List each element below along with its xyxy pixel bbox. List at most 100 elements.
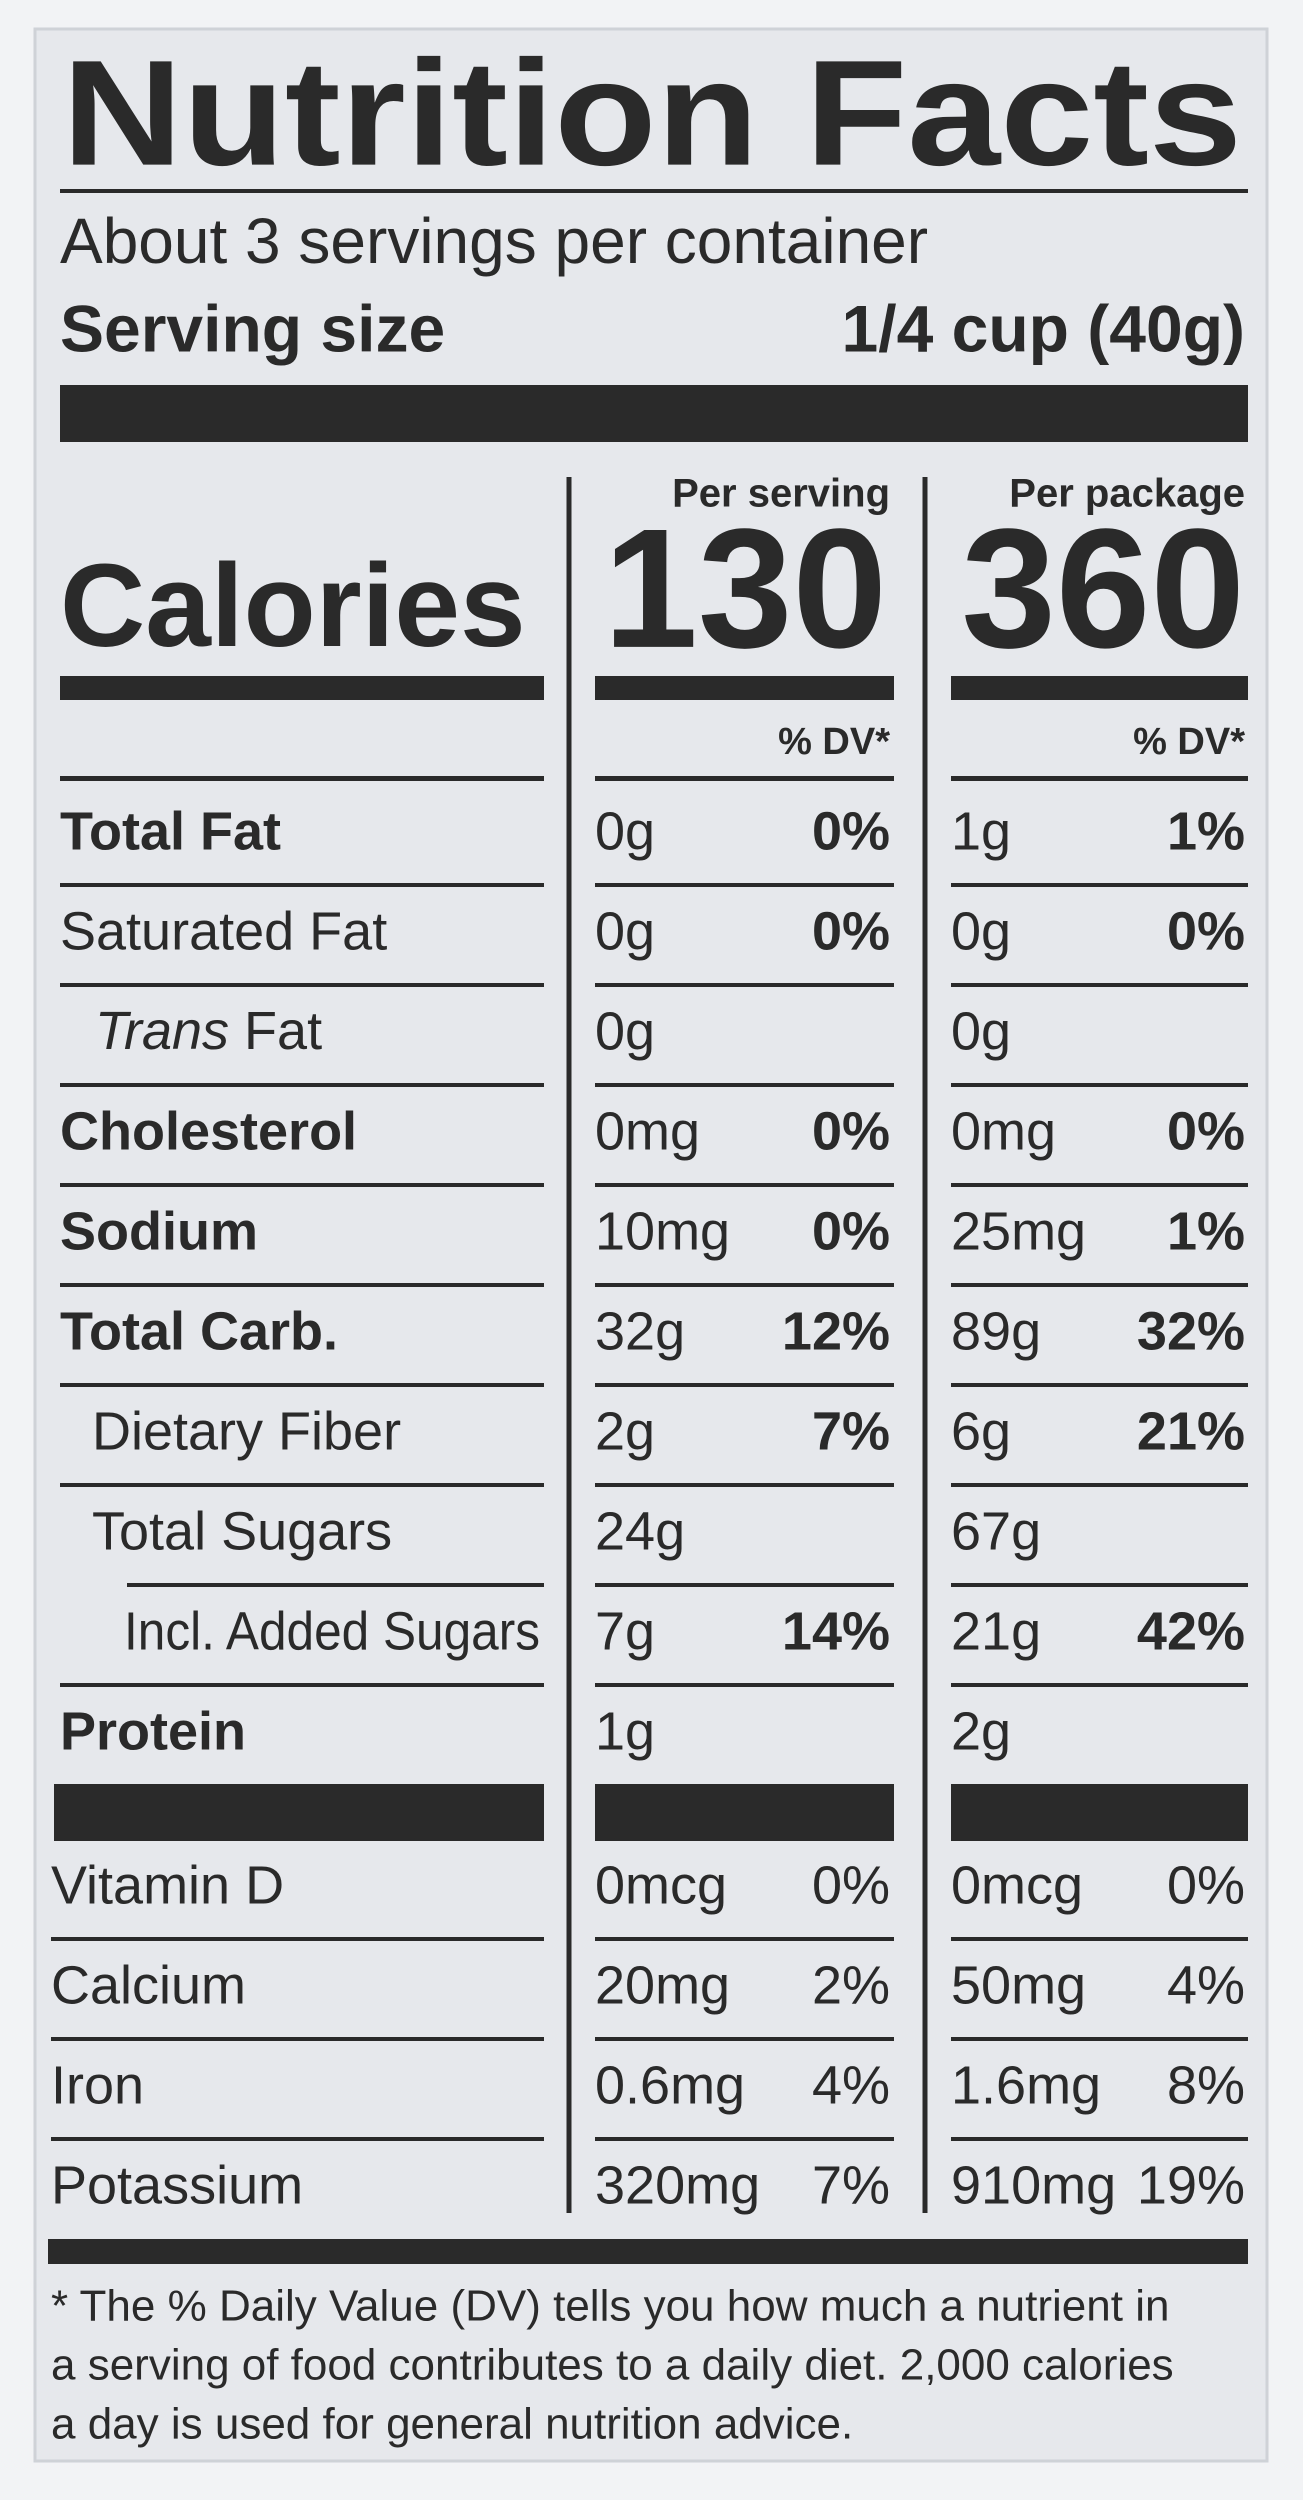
nutrient-label: Sodium: [60, 1201, 258, 1261]
amount: 0g: [951, 901, 1011, 961]
column-header: Per package: [1009, 472, 1245, 516]
rule: [951, 1383, 1248, 1387]
rule: [595, 1183, 894, 1187]
rule: [595, 1283, 894, 1287]
amount: 32g: [595, 1301, 685, 1361]
daily-value: 0%: [812, 901, 890, 961]
rule: [595, 1937, 894, 1941]
amount: 10mg: [595, 1201, 730, 1261]
rule: [60, 676, 544, 700]
nutrient-label-space: [229, 1001, 244, 1061]
servings: About 3 servings per container: [60, 205, 928, 277]
rule: [60, 1383, 544, 1387]
nutrient-label: Incl. Added Sugars: [124, 1601, 540, 1661]
amount: 0mg: [951, 1101, 1056, 1161]
daily-value: 1%: [1167, 801, 1245, 861]
rule: [951, 983, 1248, 987]
footnote-line: * The % Daily Value (DV) tells you how m…: [51, 2282, 1169, 2331]
amount: 20mg: [595, 1955, 730, 2015]
amount: 50mg: [951, 1955, 1086, 2015]
rule: [127, 1583, 544, 1587]
rule: [951, 1083, 1248, 1087]
rule: [60, 983, 544, 987]
daily-value: 0%: [812, 1855, 890, 1915]
rule: [60, 1283, 544, 1287]
nutrient-label: Cholesterol: [60, 1101, 357, 1161]
rule: [595, 2037, 894, 2041]
calories-value: 360: [961, 494, 1245, 684]
rule: [51, 2137, 544, 2141]
rule: [951, 1583, 1248, 1587]
daily-value: 7%: [812, 2155, 890, 2215]
daily-value: 0%: [812, 801, 890, 861]
daily-value: 8%: [1167, 2055, 1245, 2115]
rule: [951, 1483, 1248, 1487]
daily-value: 4%: [1167, 1955, 1245, 2015]
daily-value: 0%: [1167, 901, 1245, 961]
vitamin-label: Vitamin D: [51, 1855, 284, 1915]
serving-size-label: Serving size: [60, 291, 445, 365]
daily-value: 2%: [812, 1955, 890, 2015]
daily-value: 7%: [812, 1401, 890, 1461]
nutrient-label: Total Sugars: [92, 1501, 392, 1561]
rule: [595, 983, 894, 987]
amount: 6g: [951, 1401, 1011, 1461]
rule: [951, 1283, 1248, 1287]
amount: 1g: [951, 801, 1011, 861]
rule: [951, 1937, 1248, 1941]
nutrient-label: Dietary Fiber: [92, 1401, 401, 1461]
vitamin-label: Potassium: [51, 2155, 303, 2215]
amount: 0.6mg: [595, 2055, 745, 2115]
amount: 1g: [595, 1701, 655, 1761]
rule: [51, 2037, 544, 2041]
daily-value: 19%: [1137, 2155, 1245, 2215]
rule: [951, 1183, 1248, 1187]
thick-rule: [951, 1784, 1248, 1841]
amount: 320mg: [595, 2155, 760, 2215]
footnote-line: a day is used for general nutrition advi…: [51, 2400, 853, 2449]
rule: [951, 676, 1248, 700]
rule: [951, 883, 1248, 887]
amount: 0g: [951, 1001, 1011, 1061]
daily-value: 32%: [1137, 1301, 1245, 1361]
nutrient-label-text: Fat: [244, 1001, 322, 1061]
rule: [595, 1583, 894, 1587]
nutrient-label-italic: Trans: [95, 1001, 229, 1061]
rule: [60, 1083, 544, 1087]
title: Nutrition Facts: [62, 29, 1242, 197]
rule: [595, 1083, 894, 1087]
serving-size-value: 1/4 cup (40g): [842, 291, 1245, 365]
rule: [60, 1483, 544, 1487]
daily-value: 42%: [1137, 1601, 1245, 1661]
nutrient-label: Saturated Fat: [60, 901, 387, 961]
vitamin-label: Calcium: [51, 1955, 246, 2015]
footnote-line: a serving of food contributes to a daily…: [51, 2341, 1174, 2390]
rule: [595, 2137, 894, 2141]
daily-value: 12%: [782, 1301, 890, 1361]
nutrient-label: Protein: [60, 1701, 246, 1761]
amount: 0g: [595, 1001, 655, 1061]
thick-rule: [60, 385, 1248, 442]
amount: 7g: [595, 1601, 655, 1661]
thick-rule: [595, 1784, 894, 1841]
amount: 0mg: [595, 1101, 700, 1161]
daily-value: 0%: [1167, 1855, 1245, 1915]
amount: 0mcg: [595, 1855, 727, 1915]
daily-value: 4%: [812, 2055, 890, 2115]
rule: [60, 189, 1248, 193]
amount: 910mg: [951, 2155, 1116, 2215]
amount: 0g: [595, 801, 655, 861]
daily-value: 21%: [1137, 1401, 1245, 1461]
daily-value: 0%: [1167, 1101, 1245, 1161]
rule: [51, 1937, 544, 1941]
amount: 1.6mg: [951, 2055, 1101, 2115]
thick-rule: [54, 1784, 544, 1841]
rule: [60, 776, 544, 781]
column-header: Per serving: [672, 472, 890, 516]
amount: 0mcg: [951, 1855, 1083, 1915]
rule: [951, 2137, 1248, 2141]
dv-header: % DV*: [1133, 721, 1245, 763]
amount: 25mg: [951, 1201, 1086, 1261]
rule: [595, 883, 894, 887]
